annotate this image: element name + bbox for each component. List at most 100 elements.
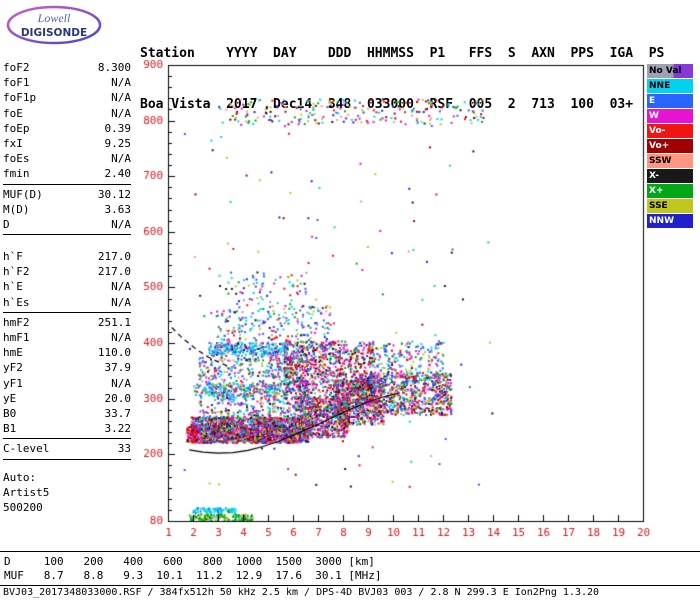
param-value: 20.0 <box>104 391 132 405</box>
param-label: h`Es <box>3 295 30 309</box>
legend-item-vo-: Vo- <box>647 124 693 138</box>
param-label: foEs <box>3 152 30 166</box>
param-value: 33 <box>117 442 131 456</box>
panel-divider <box>3 183 131 185</box>
param-label: B1 <box>3 422 17 436</box>
param-value: N/A <box>111 152 131 166</box>
legend-item-e: E <box>647 94 693 108</box>
parameter-panel: foF2 8.300 foF1 N/A foF1p N/A foE N/A foEp 0.39 fx… <box>3 60 131 515</box>
param-value: 2.40 <box>104 167 132 181</box>
param-value: 8.300 <box>97 61 131 74</box>
param-label: foF2 <box>3 61 30 74</box>
panel-divider <box>3 458 131 460</box>
panel-divider <box>3 234 131 236</box>
param-row-b0: B0 33.7 <box>3 406 131 421</box>
panel-divider <box>3 438 131 440</box>
param-label: foEp <box>3 121 30 135</box>
param-row-fmin: fmin 2.40 <box>3 166 131 181</box>
param-value: 9.25 <box>104 136 132 150</box>
panel-divider <box>3 311 131 313</box>
param-value: 30.12 <box>97 187 131 201</box>
param-label: hmF1 <box>3 331 30 344</box>
param-label: yE <box>3 391 17 405</box>
param-row-h-es: h`Es N/A <box>3 295 131 310</box>
param-row-fxi: fxI 9.25 <box>3 136 131 151</box>
param-value: 3.63 <box>104 202 132 216</box>
param-label: foF1 <box>3 76 30 90</box>
auto-scaler-row: 500200 <box>3 500 43 514</box>
auto-scaler-row: Auto: <box>3 470 37 484</box>
logo-ellipse <box>6 5 102 45</box>
muf-row: MUF 8.7 8.8 9.3 10.1 11.2 12.9 17.6 30.1… <box>4 569 382 582</box>
param-value: 110.0 <box>97 346 131 360</box>
separator-top <box>0 551 700 552</box>
param-row-yf2: yF2 37.9 <box>3 360 131 375</box>
param-row-yf1: yF1 N/A <box>3 376 131 391</box>
legend-item-x+: X+ <box>647 184 693 198</box>
param-row-hmf2: hmF2 251.1 <box>3 315 131 330</box>
param-label: h`F <box>3 250 23 264</box>
legend-item-no-val: No Val <box>647 64 693 78</box>
param-row-h-f2: h`F2 217.0 <box>3 264 131 279</box>
legend-item-x-: X- <box>647 169 693 183</box>
param-label: hmF2 <box>3 315 30 329</box>
param-label: fxI <box>3 136 23 150</box>
param-label: yF2 <box>3 361 23 375</box>
auto-scaler-row: Artist5 <box>3 485 50 499</box>
lowell-digisonde-logo: Lowell DIGISONDE <box>6 5 102 45</box>
param-row-b1: B1 3.22 <box>3 421 131 436</box>
param-value: N/A <box>111 217 131 231</box>
param-row-hme: hmE 110.0 <box>3 345 131 360</box>
logo-line1: Lowell <box>37 11 71 25</box>
param-label: yF1 <box>3 376 23 390</box>
header-field-labels: Station YYYY DAY DDD HHMMSS P1 FFS S AXN… <box>140 46 665 61</box>
param-row-h-e: h`E N/A <box>3 279 131 294</box>
param-label: MUF(D) <box>3 187 43 201</box>
param-row-muf-d-: MUF(D) 30.12 <box>3 187 131 202</box>
d-distance-row: D 100 200 400 600 800 1000 1500 3000 [km… <box>4 555 375 568</box>
param-label: foF1p <box>3 91 37 105</box>
param-value: N/A <box>111 91 131 105</box>
param-value: 217.0 <box>97 250 131 264</box>
ionogram-plot-canvas <box>130 58 655 548</box>
logo-line2: DIGISONDE <box>21 27 87 39</box>
param-label: D <box>3 217 10 231</box>
param-label: C-level <box>3 442 50 456</box>
param-value: N/A <box>111 76 131 90</box>
param-label: foE <box>3 106 23 120</box>
separator-bottom <box>0 585 700 586</box>
param-value: N/A <box>111 376 131 390</box>
param-value: 0.39 <box>104 121 132 135</box>
param-row-fof2: foF2 8.300 <box>3 60 131 75</box>
param-label: h`E <box>3 280 23 294</box>
param-value: 33.7 <box>104 406 132 420</box>
param-label: hmE <box>3 346 23 360</box>
legend-item-sse: SSE <box>647 199 693 213</box>
param-value: 251.1 <box>97 315 131 329</box>
param-label: B0 <box>3 406 17 420</box>
param-label: fmin <box>3 167 30 181</box>
param-label: h`F2 <box>3 265 30 279</box>
param-value: 217.0 <box>97 265 131 279</box>
param-row-foe: foE N/A <box>3 106 131 121</box>
legend-item-ssw: SSW <box>647 154 693 168</box>
param-row-foes: foEs N/A <box>3 151 131 166</box>
legend-item-w: W <box>647 109 693 123</box>
direction-legend: No Val NNE E W Vo- Vo+ SSW X- X+ SSE NNW <box>647 64 693 229</box>
param-value: N/A <box>111 280 131 294</box>
param-row-d: D N/A <box>3 217 131 232</box>
param-row-fof1: foF1 N/A <box>3 75 131 90</box>
param-value: N/A <box>111 331 131 344</box>
legend-item-nne: NNE <box>647 79 693 93</box>
legend-item-vo+: Vo+ <box>647 139 693 153</box>
param-value: N/A <box>111 295 131 309</box>
param-value: N/A <box>111 106 131 120</box>
param-row-fof1p: foF1p N/A <box>3 90 131 105</box>
param-value: 37.9 <box>104 361 132 375</box>
param-row-ye: yE 20.0 <box>3 391 131 406</box>
param-row-m-d-: M(D) 3.63 <box>3 202 131 217</box>
param-value: 3.22 <box>104 422 132 436</box>
legend-item-nnw: NNW <box>647 214 693 228</box>
param-row-h-f: h`F 217.0 <box>3 249 131 264</box>
